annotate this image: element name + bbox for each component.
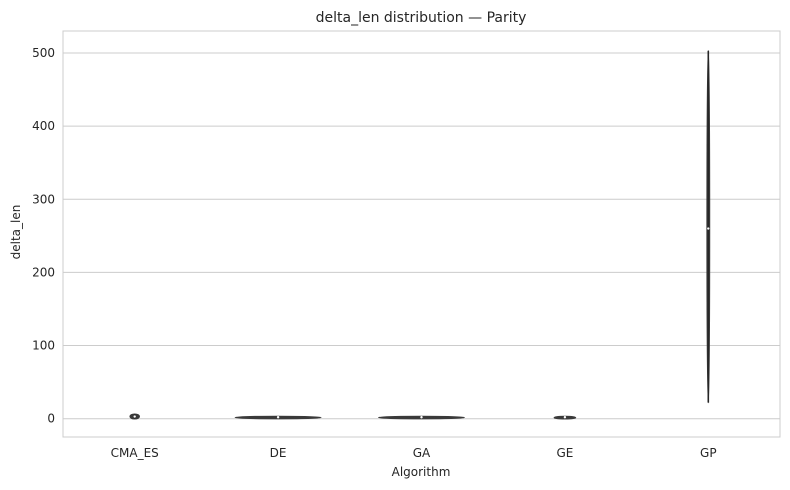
y-tick-label: 0 xyxy=(47,412,55,426)
x-axis-label: Algorithm xyxy=(392,465,451,479)
x-tick-label: CMA_ES xyxy=(111,446,159,460)
y-tick-label: 100 xyxy=(32,339,55,353)
violins xyxy=(129,49,711,420)
violin-median xyxy=(133,415,136,418)
y-tick-label: 400 xyxy=(32,119,55,133)
violin-median xyxy=(707,227,710,230)
violin-cma-es xyxy=(129,413,140,420)
violin-median xyxy=(420,416,423,419)
violin-ge xyxy=(553,415,577,420)
y-tick-labels: 0 100 200 300 400 500 xyxy=(32,46,55,426)
violin-median xyxy=(276,416,280,419)
violin-gp xyxy=(706,49,711,404)
x-tick-label: GE xyxy=(556,446,573,460)
violin-ga xyxy=(378,415,465,420)
y-axis-label: delta_len xyxy=(9,205,23,260)
x-tick-labels: CMA_ES DE GA GE GP xyxy=(111,446,717,460)
y-tick-label: 200 xyxy=(32,265,55,279)
y-gridlines xyxy=(63,52,780,420)
x-tick-label: GA xyxy=(413,446,431,460)
y-tick-label: 300 xyxy=(32,192,55,206)
x-tick-label: DE xyxy=(270,446,287,460)
violin-median xyxy=(563,416,567,419)
plot-frame xyxy=(62,30,781,438)
violin-de xyxy=(234,415,322,420)
chart-title: delta_len distribution — Parity xyxy=(316,10,527,26)
y-tick-label: 500 xyxy=(32,46,55,60)
x-tick-label: GP xyxy=(700,446,717,460)
